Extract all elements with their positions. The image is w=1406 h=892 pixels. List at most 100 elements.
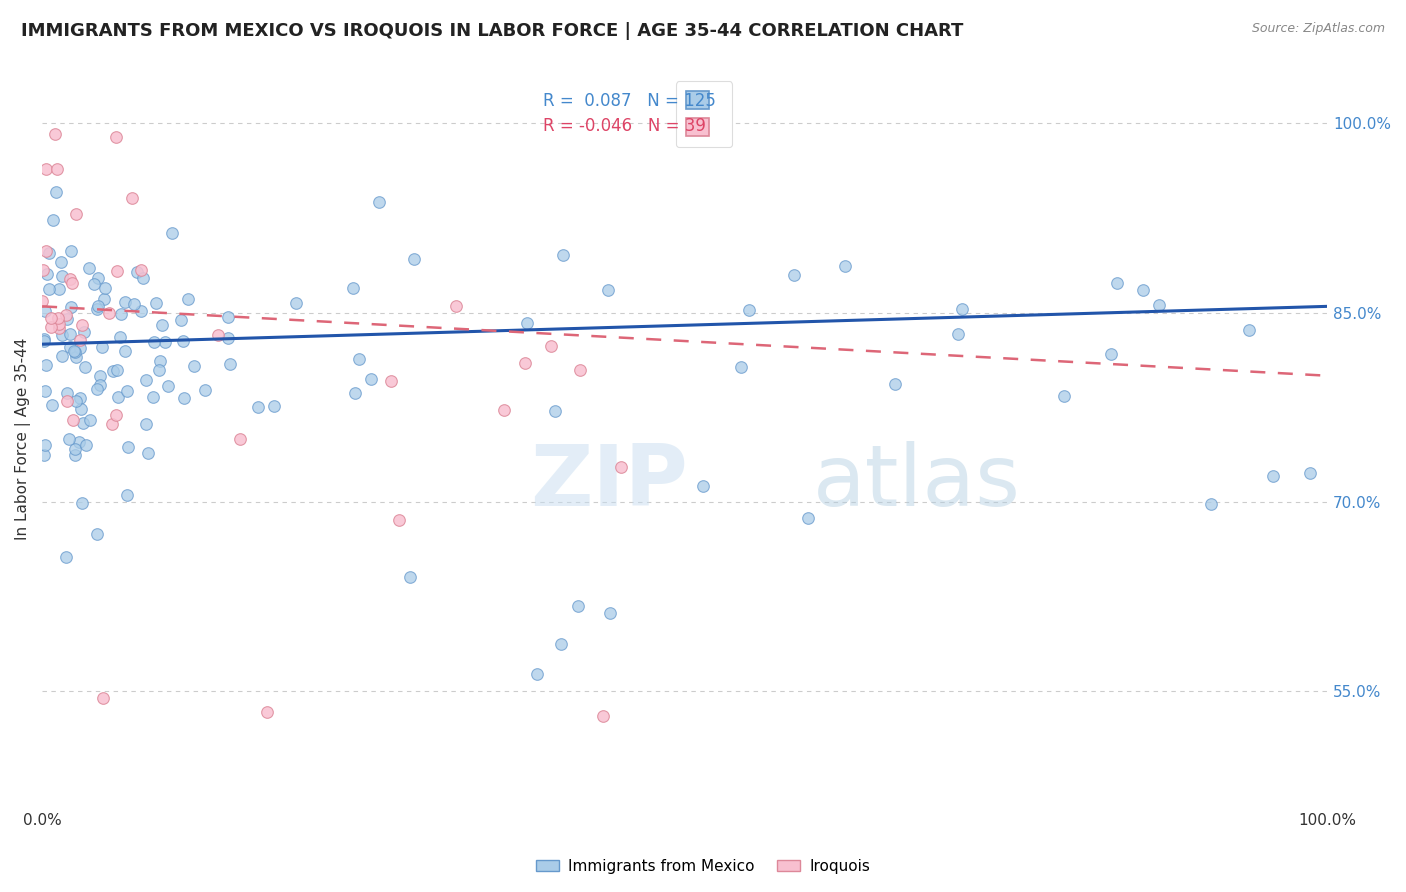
Point [31,294,53,309]
Point [402,252,425,266]
Point [59,326,82,341]
Point [125,265,148,279]
Point [540,338,562,352]
Point [60,276,83,290]
Point [598,283,620,297]
Point [70,495,93,509]
Point [121,191,143,205]
Point [247,400,270,414]
Point [86,271,108,285]
Point [60,244,83,258]
Point [610,460,633,475]
Point [1099,347,1122,361]
Point [170,312,193,326]
Point [569,362,592,376]
Point [155,334,177,349]
Point [34,332,56,346]
Point [177,292,200,306]
Point [32,263,55,277]
Point [105,362,128,376]
Point [1105,277,1128,291]
Point [516,316,538,330]
Point [49,255,72,269]
Point [344,386,367,401]
Point [1239,323,1261,337]
Point [342,280,364,294]
Point [129,263,152,277]
Point [35,244,58,258]
Point [218,358,240,372]
Point [148,363,170,377]
Point [492,403,515,417]
Point [946,326,969,341]
Point [834,259,856,273]
Point [100,417,122,432]
Point [567,599,589,613]
Point [39,311,62,326]
Legend: Immigrants from Mexico, Iroquois: Immigrants from Mexico, Iroquois [530,853,876,880]
Point [41,398,63,412]
Point [142,390,165,404]
Point [136,446,159,460]
Point [738,303,761,318]
Point [368,195,391,210]
Point [34,161,56,176]
Point [69,401,91,416]
Point [194,384,217,398]
Point [56,312,79,326]
Point [35,359,58,373]
Text: IMMIGRANTS FROM MEXICO VS IROQUOIS IN LABOR FORCE | AGE 35-44 CORRELATION CHART: IMMIGRANTS FROM MEXICO VS IROQUOIS IN LA… [21,22,963,40]
Point [399,570,422,584]
Point [145,296,167,310]
Point [38,246,60,260]
Point [117,440,139,454]
Point [32,334,55,349]
Point [34,438,56,452]
Point [388,513,411,527]
Point [207,327,229,342]
Point [98,305,121,319]
Point [46,310,69,325]
Point [1201,497,1223,511]
Point [183,359,205,373]
Point [94,281,117,295]
Point [104,130,127,145]
Point [93,292,115,306]
Point [44,127,66,141]
Point [35,268,58,282]
Text: Source: ZipAtlas.com: Source: ZipAtlas.com [1251,22,1385,36]
Point [48,321,70,335]
Point [45,186,67,200]
Point [217,331,239,345]
Point [32,448,55,462]
Point [87,299,110,313]
Point [380,374,402,388]
Point [72,318,94,333]
Point [51,349,73,363]
Point [1053,389,1076,403]
Point [132,271,155,285]
Point [89,369,111,384]
Point [149,353,172,368]
Point [513,355,536,369]
Point [34,303,56,318]
Point [131,304,153,318]
Point [360,372,382,386]
Point [229,432,252,446]
Point [89,378,111,392]
Point [86,301,108,316]
Point [1299,466,1322,480]
Point [73,325,96,339]
Point [347,351,370,366]
Point [135,373,157,387]
Point [73,360,96,375]
Point [75,438,97,452]
Point [1147,298,1170,312]
Point [114,343,136,358]
Point [86,527,108,541]
Point [122,297,145,311]
Point [77,260,100,275]
Point [69,391,91,405]
Point [62,413,84,427]
Point [526,667,548,681]
